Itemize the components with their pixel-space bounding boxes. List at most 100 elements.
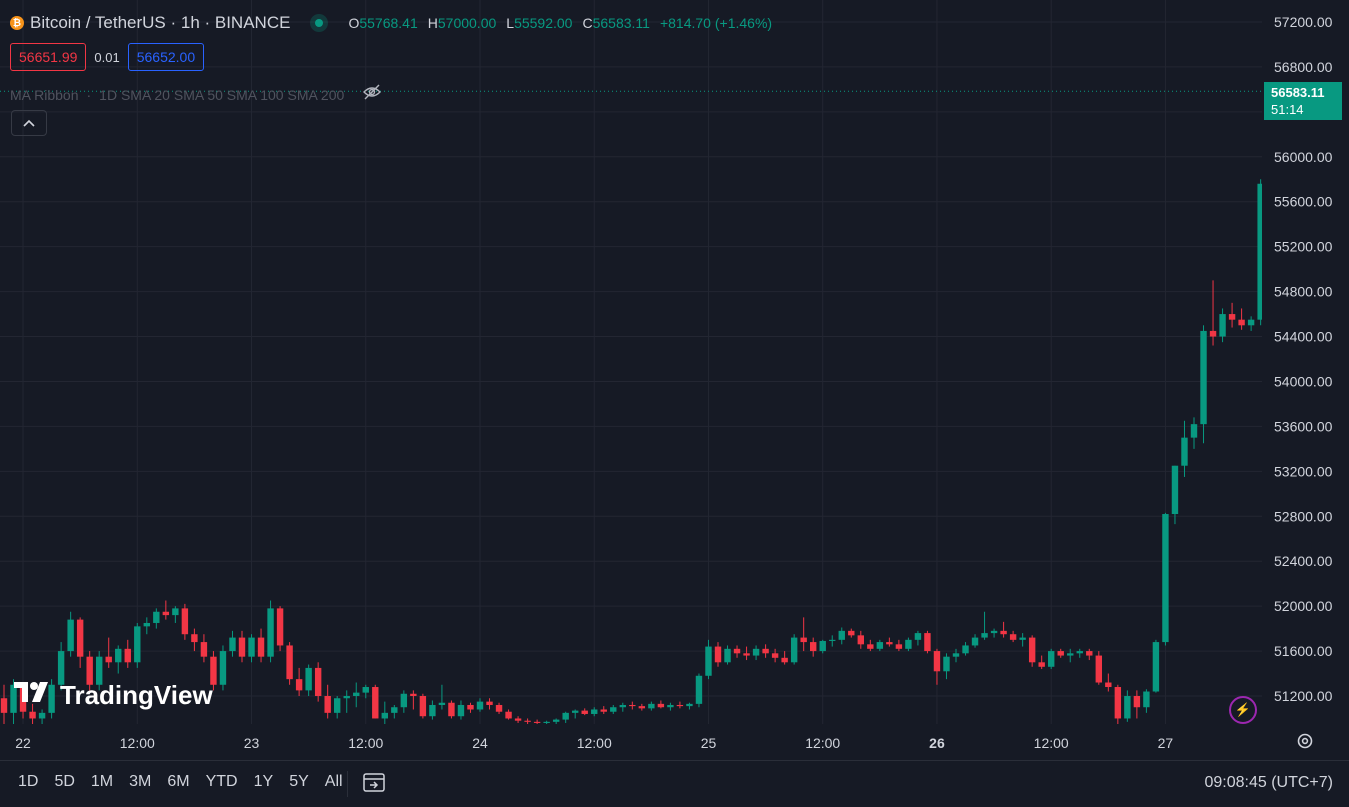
candle[interactable] bbox=[295, 667, 303, 696]
candle[interactable] bbox=[286, 642, 293, 685]
candle[interactable] bbox=[1009, 630, 1017, 643]
candle[interactable] bbox=[686, 702, 693, 710]
candle[interactable] bbox=[895, 639, 903, 652]
candle[interactable] bbox=[1181, 420, 1188, 477]
candle[interactable] bbox=[134, 622, 141, 668]
candle[interactable] bbox=[572, 709, 579, 719]
sell-button[interactable]: 56651.99 bbox=[10, 43, 87, 71]
candle[interactable] bbox=[229, 630, 236, 657]
candle[interactable] bbox=[1152, 639, 1160, 693]
candle[interactable] bbox=[810, 637, 817, 657]
candle[interactable] bbox=[219, 645, 227, 691]
candle[interactable] bbox=[57, 642, 65, 691]
candle[interactable] bbox=[600, 706, 607, 714]
period-5y[interactable]: 5Y bbox=[289, 773, 309, 790]
price-chart[interactable]: 51200.00 51600.00 52000.00 52400.00 52800.00… bbox=[0, 0, 1349, 760]
candle[interactable] bbox=[962, 642, 969, 656]
candle[interactable] bbox=[105, 637, 112, 668]
candle[interactable] bbox=[115, 645, 122, 674]
candle[interactable] bbox=[448, 700, 455, 719]
candle[interactable] bbox=[410, 690, 417, 710]
period-ytd[interactable]: YTD bbox=[205, 773, 238, 790]
candle[interactable] bbox=[629, 701, 636, 710]
candle[interactable] bbox=[1171, 465, 1179, 525]
candle[interactable] bbox=[914, 630, 922, 646]
period-1d[interactable]: 1D bbox=[18, 773, 39, 790]
candle[interactable] bbox=[648, 701, 655, 711]
timezone-clock[interactable]: 09:08:45 (UTC+7) bbox=[1204, 774, 1333, 791]
candle[interactable] bbox=[714, 642, 722, 667]
candle[interactable] bbox=[314, 662, 322, 702]
candle[interactable] bbox=[248, 634, 255, 663]
candle[interactable] bbox=[1257, 179, 1264, 326]
candle[interactable] bbox=[733, 645, 741, 658]
candle[interactable] bbox=[533, 719, 541, 724]
candle[interactable] bbox=[705, 639, 712, 680]
candle[interactable] bbox=[10, 679, 17, 724]
candle[interactable] bbox=[48, 679, 55, 719]
candle[interactable] bbox=[372, 684, 379, 719]
candle[interactable] bbox=[429, 700, 436, 720]
candle[interactable] bbox=[334, 696, 341, 719]
candle[interactable] bbox=[762, 644, 769, 658]
candle[interactable] bbox=[838, 627, 845, 645]
candle[interactable] bbox=[943, 653, 950, 680]
eye-hidden-icon[interactable] bbox=[362, 84, 382, 105]
candle[interactable] bbox=[886, 637, 893, 647]
candle[interactable] bbox=[1095, 651, 1102, 685]
candle[interactable] bbox=[1000, 621, 1007, 638]
candle[interactable] bbox=[848, 628, 855, 638]
tradingview-logo[interactable]: TradingView bbox=[14, 680, 213, 711]
candle[interactable] bbox=[1019, 633, 1026, 647]
candle[interactable] bbox=[1067, 648, 1074, 663]
candle[interactable] bbox=[1209, 280, 1217, 346]
candle[interactable] bbox=[1114, 684, 1122, 724]
candle[interactable] bbox=[1105, 673, 1112, 692]
candle[interactable] bbox=[1238, 308, 1245, 330]
lightning-icon[interactable]: ⚡ bbox=[1229, 696, 1257, 724]
candle[interactable] bbox=[924, 630, 931, 654]
candle[interactable] bbox=[172, 606, 179, 623]
symbol-header[interactable]: ₿ Bitcoin / TetherUS · 1h · BINANCE O557… bbox=[10, 12, 772, 34]
candle[interactable] bbox=[1086, 648, 1093, 661]
candle[interactable] bbox=[781, 651, 788, 665]
period-1m[interactable]: 1M bbox=[90, 773, 114, 790]
candle[interactable] bbox=[800, 617, 807, 652]
candle[interactable] bbox=[257, 628, 265, 663]
candle[interactable] bbox=[200, 634, 208, 663]
candle[interactable] bbox=[0, 684, 8, 724]
candle[interactable] bbox=[467, 702, 474, 713]
candle[interactable] bbox=[676, 701, 684, 709]
candle[interactable] bbox=[657, 700, 665, 709]
candle[interactable] bbox=[619, 702, 626, 712]
candle[interactable] bbox=[743, 646, 750, 661]
candle[interactable] bbox=[276, 606, 284, 652]
candle[interactable] bbox=[581, 708, 588, 716]
candle[interactable] bbox=[96, 651, 103, 691]
candle[interactable] bbox=[191, 628, 198, 652]
candle[interactable] bbox=[771, 648, 779, 663]
buy-button[interactable]: 56652.00 bbox=[127, 43, 205, 71]
candle[interactable] bbox=[457, 700, 465, 720]
period-1y[interactable]: 1Y bbox=[253, 773, 274, 790]
price-axis[interactable] bbox=[1262, 0, 1349, 760]
candle[interactable] bbox=[543, 720, 550, 724]
candle[interactable] bbox=[971, 634, 979, 648]
candle[interactable] bbox=[1200, 325, 1207, 444]
candle[interactable] bbox=[381, 701, 388, 724]
period-3m[interactable]: 3M bbox=[129, 773, 152, 790]
candle[interactable] bbox=[1076, 648, 1083, 658]
candle[interactable] bbox=[353, 682, 360, 708]
period-5d[interactable]: 5D bbox=[54, 773, 75, 790]
candle[interactable] bbox=[1162, 512, 1169, 646]
candle[interactable] bbox=[1228, 302, 1236, 328]
calendar-goto-icon[interactable] bbox=[362, 771, 386, 798]
candle[interactable] bbox=[724, 645, 731, 665]
period-all[interactable]: All bbox=[324, 773, 343, 790]
candle[interactable] bbox=[695, 673, 703, 708]
candle[interactable] bbox=[38, 709, 46, 724]
period-6m[interactable]: 6M bbox=[167, 773, 190, 790]
candle[interactable] bbox=[67, 611, 74, 657]
candle[interactable] bbox=[153, 608, 160, 629]
candle[interactable] bbox=[143, 617, 150, 635]
